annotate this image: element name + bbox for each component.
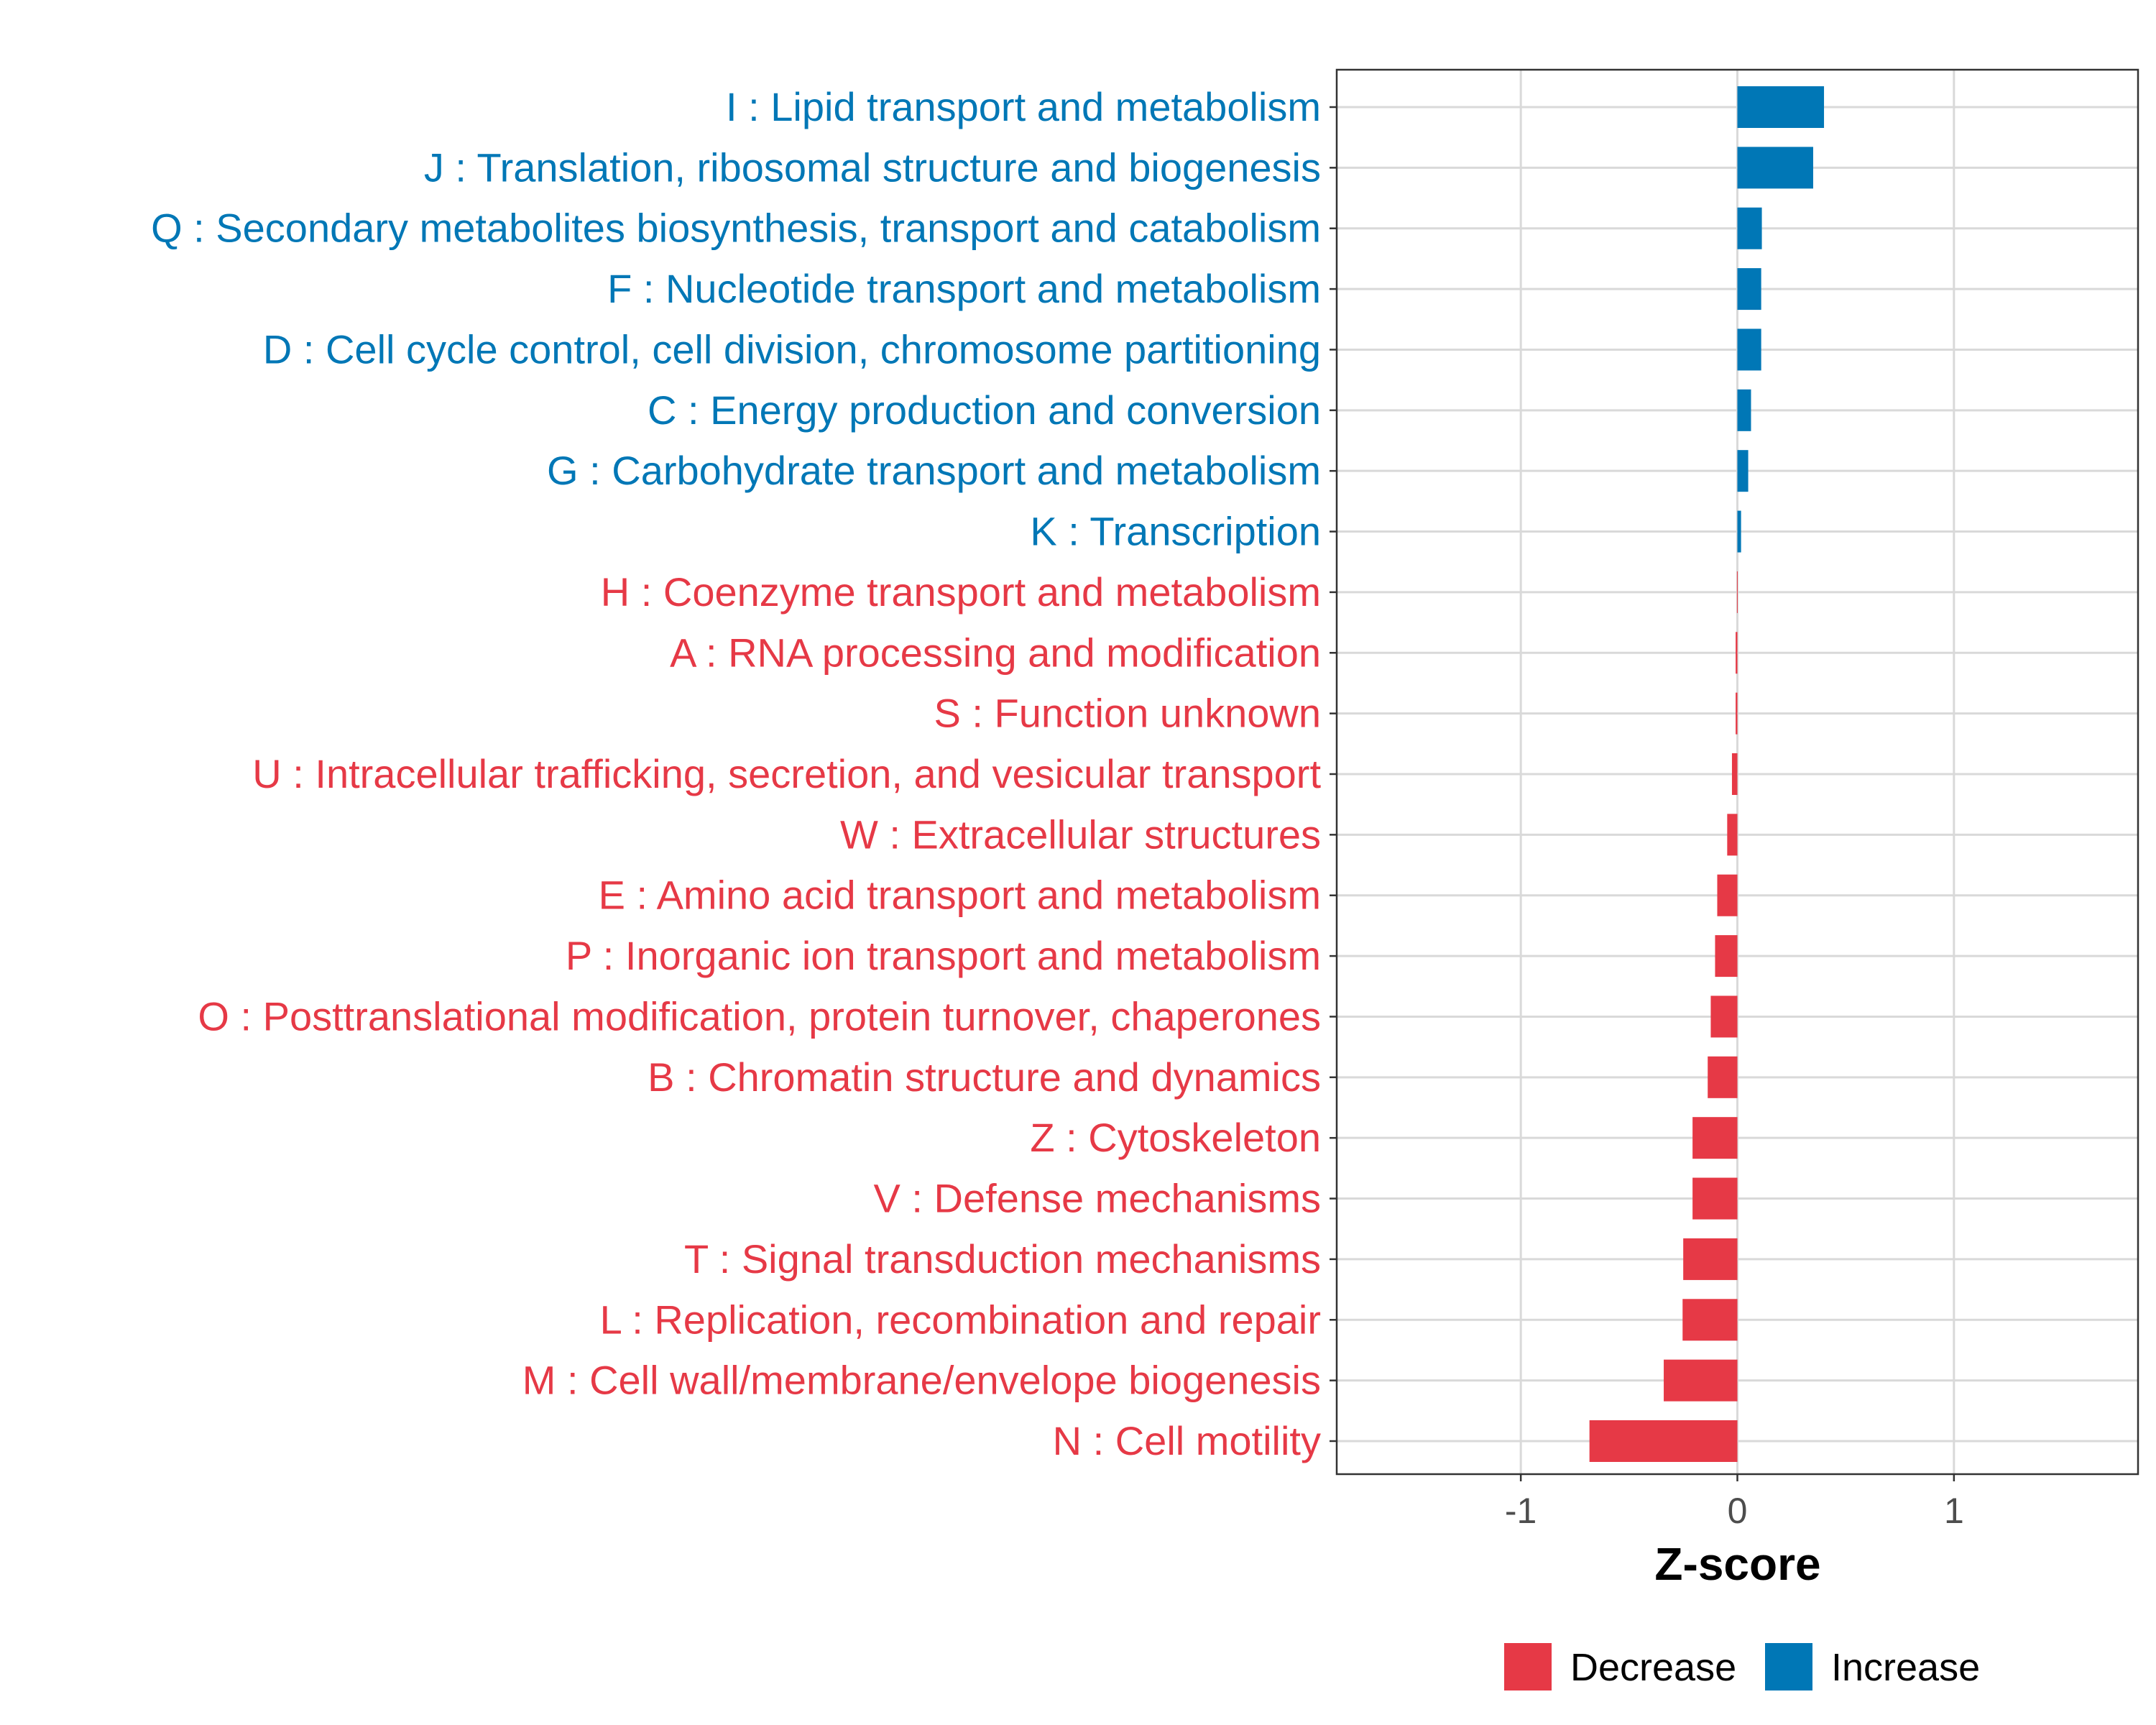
bar-Q: [1737, 207, 1762, 249]
bar-I: [1737, 86, 1825, 128]
bar-M: [1664, 1359, 1738, 1402]
bar-V: [1692, 1177, 1738, 1220]
category-label: Z : Cytoskeleton: [1030, 1115, 1321, 1160]
bar-B: [1708, 1056, 1738, 1098]
category-label: G : Carbohydrate transport and metabolis…: [547, 448, 1321, 493]
bar-S: [1736, 692, 1738, 735]
bar-D: [1737, 328, 1761, 371]
category-label: V : Defense mechanisms: [874, 1176, 1321, 1221]
category-label: Q : Secondary metabolites biosynthesis, …: [151, 206, 1321, 251]
category-label: K : Transcription: [1030, 509, 1321, 554]
bar-W: [1727, 814, 1738, 856]
bar-O: [1710, 995, 1738, 1038]
bar-H: [1736, 571, 1738, 613]
category-labels: I : Lipid transport and metabolism J : Tr…: [151, 84, 1337, 1463]
bar-A: [1736, 632, 1738, 674]
category-label: E : Amino acid transport and metabolism: [599, 873, 1321, 918]
bars: [1589, 86, 1825, 1462]
x-tick-label: 1: [1944, 1491, 1964, 1531]
bar-J: [1737, 147, 1813, 189]
x-axis-title: Z-score: [1654, 1538, 1820, 1590]
category-label: M : Cell wall/membrane/envelope biogenes…: [522, 1358, 1321, 1403]
category-label: J : Translation, ribosomal structure and…: [424, 144, 1321, 190]
x-axis-ticks: -1 0 1: [1505, 1474, 1964, 1531]
category-label: W : Extracellular structures: [840, 811, 1321, 857]
bar-L: [1682, 1299, 1738, 1341]
legend: Decrease Increase: [1504, 1643, 1980, 1690]
bar-Z: [1692, 1117, 1738, 1159]
bar-N: [1589, 1420, 1738, 1462]
category-label: N : Cell motility: [1053, 1418, 1321, 1463]
category-label: O : Posttranslational modification, prot…: [198, 993, 1321, 1039]
category-label: T : Signal transduction mechanisms: [684, 1236, 1321, 1282]
legend-key-decrease: [1504, 1643, 1552, 1690]
bar-E: [1717, 874, 1738, 916]
bar-K: [1737, 510, 1741, 553]
x-tick-label: 0: [1728, 1491, 1748, 1531]
category-label: U : Intracellular trafficking, secretion…: [252, 751, 1321, 796]
legend-key-increase: [1765, 1643, 1812, 1690]
category-label: A : RNA processing and modification: [670, 630, 1321, 675]
bar-T: [1683, 1238, 1738, 1280]
category-label: S : Function unknown: [934, 691, 1321, 736]
bar-U: [1731, 753, 1738, 795]
bar-P: [1715, 935, 1738, 978]
category-label: C : Energy production and conversion: [648, 387, 1321, 433]
category-label: F : Nucleotide transport and metabolism: [607, 266, 1321, 311]
bar-C: [1737, 389, 1751, 431]
category-label: P : Inorganic ion transport and metaboli…: [566, 933, 1321, 978]
category-label: D : Cell cycle control, cell division, c…: [263, 326, 1321, 372]
category-label: L : Replication, recombination and repai…: [600, 1297, 1321, 1342]
category-label: I : Lipid transport and metabolism: [726, 84, 1321, 129]
legend-label-increase: Increase: [1831, 1646, 1980, 1689]
x-tick-label: -1: [1505, 1491, 1537, 1531]
category-label: H : Coenzyme transport and metabolism: [601, 569, 1321, 615]
category-label: B : Chromatin structure and dynamics: [648, 1054, 1321, 1100]
bar-F: [1737, 268, 1761, 310]
legend-label-decrease: Decrease: [1570, 1646, 1736, 1689]
bar-G: [1737, 450, 1749, 492]
